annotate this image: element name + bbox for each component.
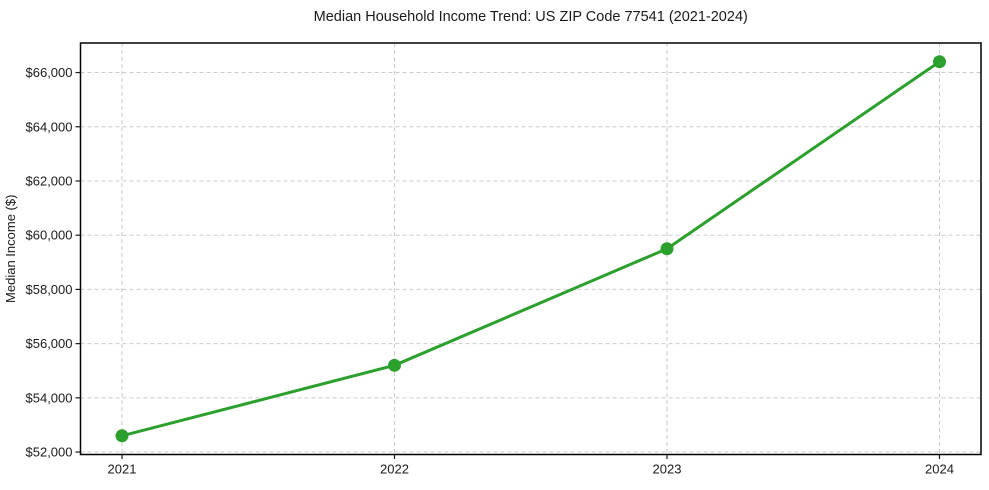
y-tick-label: $64,000: [26, 119, 73, 134]
y-tick-label: $58,000: [26, 282, 73, 297]
series-layer: [115, 55, 946, 443]
x-tick-label: 2023: [653, 462, 682, 477]
data-point-2022: [388, 358, 401, 372]
tick-layer: [75, 71, 941, 459]
x-tick-label: 2024: [925, 462, 954, 477]
grid-layer: [80, 43, 981, 455]
chart-title: Median Household Income Trend: US ZIP Co…: [314, 9, 748, 25]
income-trend-line: [120, 60, 941, 438]
y-tick-label: $52,000: [26, 445, 73, 460]
x-tick-label: 2021: [108, 462, 137, 477]
y-tick-label: $62,000: [26, 173, 73, 188]
plot-border: [79, 42, 982, 456]
data-point-2023: [660, 242, 674, 256]
y-tick-label: $54,000: [26, 390, 73, 405]
tick-label-layer: $52,000 $54,000 $56,000 $58,000 $60,000 $62,0…: [26, 65, 954, 476]
y-tick-label: $60,000: [26, 228, 73, 243]
data-point-2021: [115, 429, 129, 443]
y-tick-label: $56,000: [26, 336, 73, 351]
y-tick-label: $66,000: [26, 65, 73, 80]
x-tick-label: 2022: [380, 462, 409, 477]
y-axis-label: Median Income ($): [3, 195, 18, 303]
data-point-2024: [933, 55, 946, 69]
